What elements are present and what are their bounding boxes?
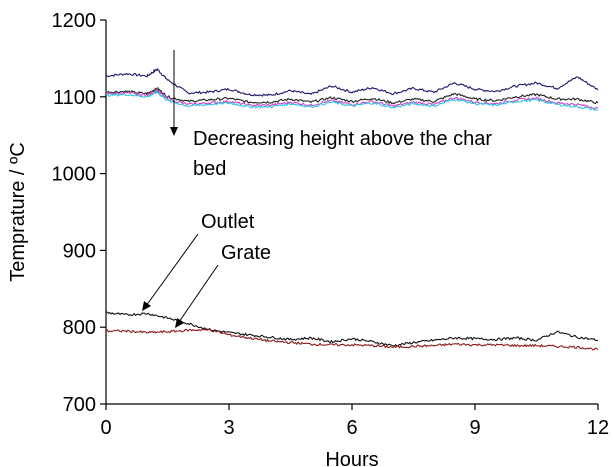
x-tick-label: 6 xyxy=(346,417,357,439)
x-tick-label: 3 xyxy=(223,417,234,439)
x-tick-label: 0 xyxy=(100,417,111,439)
x-tick-label: 9 xyxy=(469,417,480,439)
grate-arrow-line xyxy=(178,264,219,323)
series-line-2 xyxy=(105,86,599,105)
x-axis-title: Hours xyxy=(325,449,378,467)
annotation-decreasing-height: Decreasing height above the char xyxy=(193,128,492,150)
series-line-6 xyxy=(105,328,599,351)
annotation-decreasing-height-line2: bed xyxy=(193,158,226,180)
series-line-3 xyxy=(106,87,599,110)
x-tick-label: 12 xyxy=(587,417,609,439)
series-line-5 xyxy=(105,311,599,347)
x-axis-ticks: 0 3 6 9 12 xyxy=(100,404,609,439)
y-tick-label: 1100 xyxy=(53,87,96,109)
grate-arrowhead xyxy=(175,318,184,328)
decreasing-height-arrowhead xyxy=(170,127,178,136)
series-lines xyxy=(105,67,599,351)
series-line-1 xyxy=(105,67,599,97)
outlet-arrowhead xyxy=(142,301,151,311)
y-tick-label: 900 xyxy=(63,240,96,262)
y-axis-ticks: 700 800 900 1000 1100 1200 xyxy=(52,10,106,416)
y-tick-label: 800 xyxy=(63,317,96,339)
y-axis-title: Temprature / ºC xyxy=(7,142,29,282)
annotation-grate: Grate xyxy=(221,242,271,264)
y-tick-label: 1000 xyxy=(52,164,97,186)
annotation-outlet: Outlet xyxy=(201,211,255,233)
outlet-arrow-line xyxy=(145,233,199,307)
series-line-4 xyxy=(105,90,599,112)
y-tick-label: 1200 xyxy=(52,10,97,32)
y-tick-label: 700 xyxy=(63,394,96,416)
